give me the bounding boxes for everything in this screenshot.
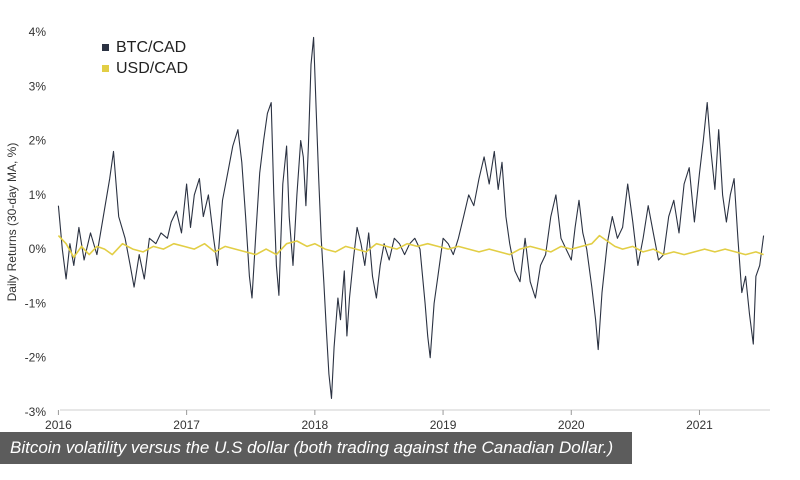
y-axis-label: Daily Returns (30-day MA, %) — [5, 143, 19, 302]
y-tick-label: 2% — [29, 134, 47, 148]
legend-label-usd-cad: USD/CAD — [116, 60, 188, 77]
series-line-btc-cad — [57, 36, 765, 399]
caption-bar: Bitcoin volatility versus the U.S dollar… — [0, 432, 632, 464]
series-line-usd-cad — [57, 234, 764, 259]
legend-swatch-btc-cad — [102, 44, 109, 51]
x-tick-label: 2016 — [45, 418, 72, 432]
y-tick-label: -3% — [25, 405, 47, 419]
x-tick-label: 2019 — [430, 418, 457, 432]
y-tick-label: 3% — [29, 79, 47, 93]
x-tick-label: 2017 — [173, 418, 200, 432]
caption-text: Bitcoin volatility versus the U.S dollar… — [10, 438, 614, 457]
y-tick-label: -1% — [25, 296, 47, 310]
y-tick-label: 4% — [29, 25, 47, 39]
y-tick-label: 1% — [29, 188, 47, 202]
x-tick-label: 2021 — [686, 418, 713, 432]
y-tick-label: 0% — [29, 242, 47, 256]
x-tick-label: 2020 — [558, 418, 585, 432]
x-tick-label: 2018 — [301, 418, 328, 432]
y-tick-label: -2% — [25, 351, 47, 365]
legend-label-btc-cad: BTC/CAD — [116, 39, 186, 56]
legend-swatch-usd-cad — [102, 65, 109, 72]
